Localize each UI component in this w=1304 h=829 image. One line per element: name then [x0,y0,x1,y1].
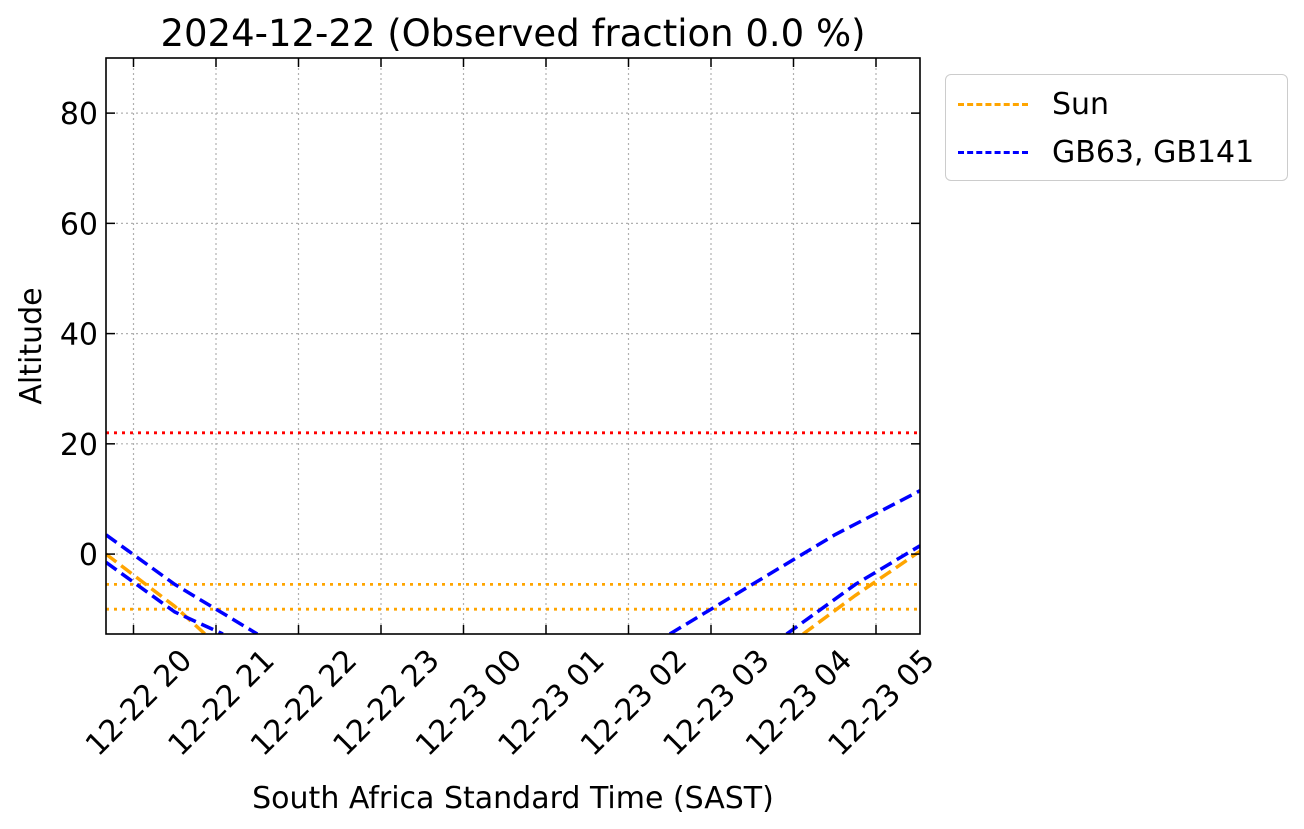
grid-lines [106,58,920,634]
y-tick-label: 60 [60,207,98,242]
target-altitude-line [106,533,259,634]
reference-lines [106,431,920,611]
legend-label-targets: GB63, GB141 [1052,134,1255,170]
y-axis-label: Altitude [14,287,49,404]
y-tick-label: 20 [60,428,98,463]
legend-label-sun: Sun [1052,86,1110,122]
legend: Sun GB63, GB141 [945,74,1288,181]
legend-item-sun: Sun [958,86,1109,122]
sun-altitude-line [106,552,207,634]
x-axis-label: South Africa Standard Time (SAST) [252,781,774,816]
chart-title: 2024-12-22 (Observed fraction 0.0 %) [160,12,865,55]
sun-altitude-line [802,549,920,634]
series-lines [106,489,920,634]
plot-frame [105,57,921,635]
y-tick-label: 80 [60,97,98,132]
target-altitude-line [106,560,224,634]
legend-item-targets: GB63, GB141 [958,134,1254,170]
target-altitude-line [668,489,920,634]
y-tick-label: 40 [60,318,98,353]
y-tick-label: 0 [79,538,98,573]
target-altitude-line [785,544,920,634]
legend-swatch-targets [958,150,1028,154]
legend-swatch-sun [958,102,1028,106]
